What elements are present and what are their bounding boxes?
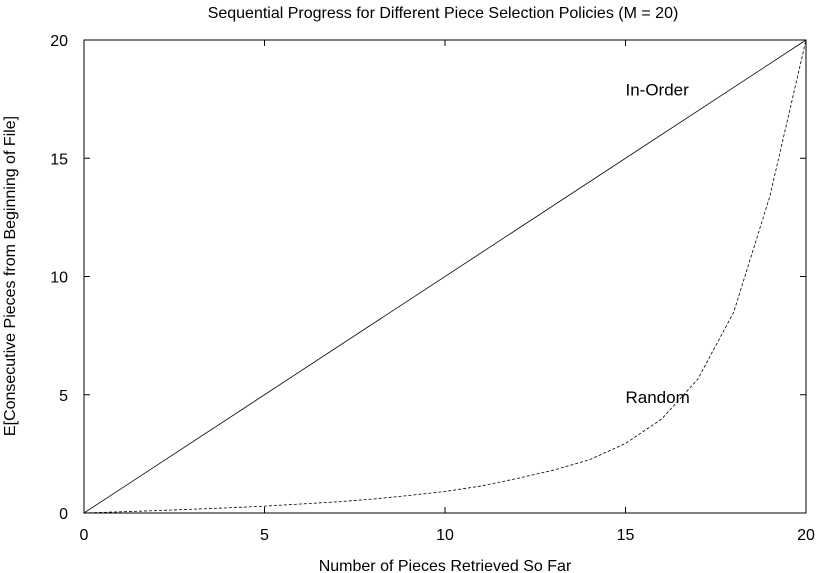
series-layer: In-Order Random <box>83 39 807 514</box>
series-line-in-order <box>83 39 807 514</box>
x-tick-label: 20 <box>797 527 815 544</box>
series-label-in-order: In-Order <box>626 81 690 100</box>
y-tick-label: 0 <box>59 506 68 523</box>
y-tick-label: 15 <box>50 151 68 168</box>
y-tick-label: 5 <box>59 388 68 405</box>
y-tick-label: 20 <box>50 33 68 50</box>
x-tick-label: 0 <box>80 527 89 544</box>
series-label-random: Random <box>626 388 690 407</box>
x-axis-ticks: 0 5 10 15 20 <box>80 40 815 544</box>
y-tick-label: 10 <box>50 270 68 287</box>
chart-title: Sequential Progress for Different Piece … <box>208 5 679 22</box>
x-tick-label: 5 <box>260 527 269 544</box>
series-line-random <box>83 39 807 514</box>
x-axis-label: Number of Pieces Retrieved So Far <box>319 558 572 573</box>
y-axis-ticks: 0 5 10 15 20 <box>50 33 806 523</box>
x-tick-label: 15 <box>617 527 635 544</box>
x-tick-label: 10 <box>436 527 454 544</box>
y-axis-label: E[Consecutive Pieces from Beginning of F… <box>2 116 19 436</box>
